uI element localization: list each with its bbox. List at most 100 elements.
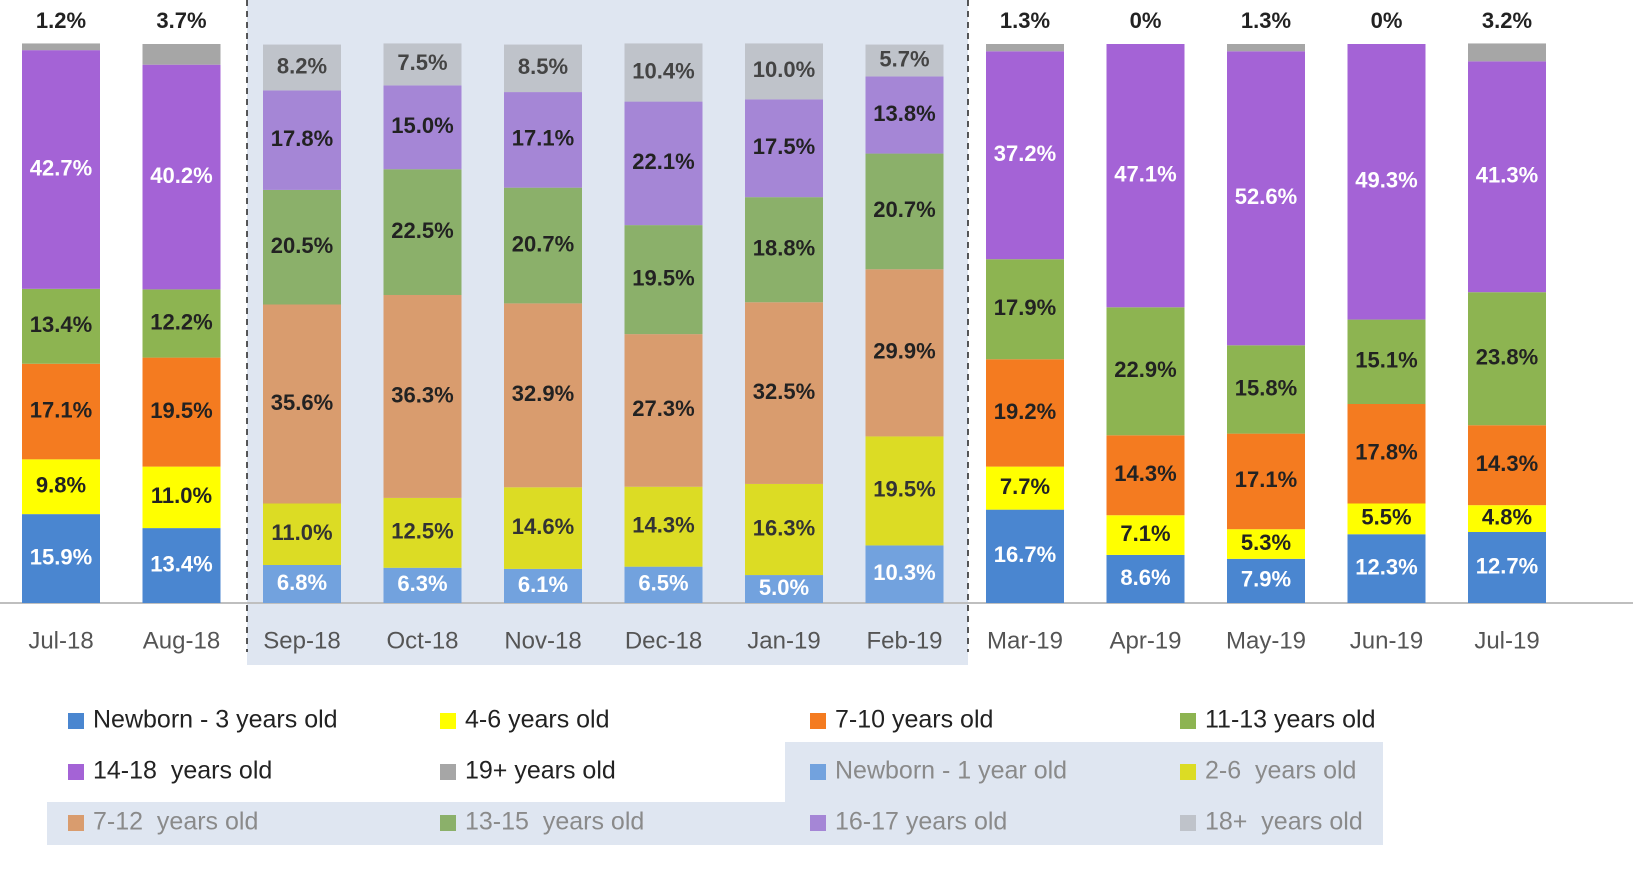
bar-segment bbox=[986, 51, 1064, 260]
bar-segment bbox=[142, 289, 221, 358]
legend-label: 13-15 years old bbox=[465, 808, 644, 836]
value-label: 9.8% bbox=[36, 473, 86, 498]
bar-segment bbox=[865, 545, 944, 603]
value-label: 17.8% bbox=[1355, 440, 1417, 465]
value-label: 4.8% bbox=[1482, 504, 1532, 529]
value-label: 37.2% bbox=[994, 141, 1056, 166]
bar-segment bbox=[1106, 554, 1185, 603]
legend-swatch bbox=[810, 764, 826, 780]
legend-label: 16-17 years old bbox=[835, 808, 1007, 836]
bar-segment bbox=[745, 575, 823, 603]
value-label: 41.3% bbox=[1476, 163, 1538, 188]
bar-segment bbox=[624, 334, 703, 487]
value-label: 5.0% bbox=[759, 575, 809, 600]
legend-label: 7-12 years old bbox=[93, 808, 258, 836]
bar-segment bbox=[745, 483, 823, 576]
x-tick-label: May-19 bbox=[1226, 627, 1306, 654]
value-label: 20.7% bbox=[512, 231, 574, 256]
bar-segment bbox=[1227, 51, 1305, 346]
bar-segment bbox=[1347, 403, 1426, 504]
bar-segment bbox=[1227, 558, 1305, 603]
value-label: 29.9% bbox=[873, 339, 935, 364]
bar-segment bbox=[1468, 292, 1546, 426]
bar-segment bbox=[624, 566, 703, 603]
legend-label: 4-6 years old bbox=[465, 706, 610, 734]
value-label: 18.8% bbox=[753, 236, 815, 261]
x-tick-label: Jun-19 bbox=[1350, 627, 1423, 654]
legend-swatch bbox=[1180, 764, 1196, 780]
value-label: 14.6% bbox=[512, 514, 574, 539]
bar-segment bbox=[624, 101, 703, 226]
bar-segment bbox=[22, 43, 100, 51]
bar-segment bbox=[142, 357, 221, 467]
value-label: 8.2% bbox=[277, 53, 327, 78]
value-label: 8.6% bbox=[1120, 565, 1170, 590]
value-label: 22.9% bbox=[1114, 357, 1176, 382]
value-label: 8.5% bbox=[518, 54, 568, 79]
value-label: 19.5% bbox=[632, 265, 694, 290]
bar-segment bbox=[865, 269, 944, 437]
bar-segment bbox=[1227, 433, 1305, 530]
value-label: 19.5% bbox=[150, 398, 212, 423]
legend-swatch bbox=[440, 815, 456, 831]
value-label: 15.1% bbox=[1355, 348, 1417, 373]
legend-label: 2-6 years old bbox=[1205, 757, 1356, 785]
legend-label: 19+ years old bbox=[465, 757, 616, 785]
value-label: 10.3% bbox=[873, 560, 935, 585]
bar-segment bbox=[1347, 319, 1426, 404]
value-label: 13.8% bbox=[873, 101, 935, 126]
bar-segment bbox=[1106, 307, 1185, 436]
x-tick-label: Jan-19 bbox=[747, 627, 820, 654]
value-label: 17.1% bbox=[1235, 467, 1297, 492]
bar-segment bbox=[1468, 532, 1546, 603]
bar-segment bbox=[504, 487, 582, 569]
bar-segment bbox=[142, 528, 221, 603]
value-label: 3.2% bbox=[1482, 8, 1532, 33]
bar-segment bbox=[1468, 61, 1546, 293]
value-label: 5.7% bbox=[879, 46, 929, 71]
legend-swatch bbox=[810, 713, 826, 729]
value-label: 16.3% bbox=[753, 515, 815, 540]
bar-segment bbox=[1347, 503, 1426, 535]
legend-label: 11-13 years old bbox=[1205, 706, 1375, 734]
x-tick-label: Feb-19 bbox=[866, 627, 942, 654]
value-label: 14.3% bbox=[1114, 461, 1176, 486]
bar-segment bbox=[142, 466, 221, 529]
bar-segment bbox=[1227, 529, 1305, 559]
x-tick-label: Apr-19 bbox=[1109, 627, 1181, 654]
value-label: 36.3% bbox=[391, 382, 453, 407]
x-tick-label: Nov-18 bbox=[504, 627, 581, 654]
value-label: 1.3% bbox=[1000, 8, 1050, 33]
bar-segment bbox=[22, 50, 100, 289]
legend-swatch bbox=[68, 713, 84, 729]
value-label: 49.3% bbox=[1355, 168, 1417, 193]
bar-segment bbox=[383, 43, 462, 86]
bar-segment bbox=[745, 302, 823, 484]
legend-swatch bbox=[1180, 713, 1196, 729]
value-label: 3.7% bbox=[156, 8, 206, 33]
value-label: 47.1% bbox=[1114, 161, 1176, 186]
value-label: 19.2% bbox=[994, 399, 1056, 424]
bar-segment bbox=[22, 288, 100, 364]
legend-highlight bbox=[785, 742, 1383, 802]
value-label: 42.7% bbox=[30, 155, 92, 180]
bar-segment bbox=[142, 64, 221, 290]
value-label: 13.4% bbox=[30, 312, 92, 337]
value-label: 15.9% bbox=[30, 544, 92, 569]
bar-segment bbox=[263, 564, 341, 603]
bar-segment bbox=[865, 44, 944, 77]
bar-segment bbox=[1468, 505, 1546, 533]
value-label: 11.0% bbox=[271, 520, 332, 545]
value-label: 35.6% bbox=[271, 390, 333, 415]
legend-swatch bbox=[68, 815, 84, 831]
x-tick-label: Sep-18 bbox=[263, 627, 340, 654]
bar-segment bbox=[263, 304, 341, 504]
bar-segment bbox=[142, 44, 221, 65]
value-label: 0% bbox=[1371, 8, 1403, 33]
bar-segment bbox=[22, 459, 100, 515]
bar-segment bbox=[1227, 345, 1305, 434]
bar-segment bbox=[986, 259, 1064, 360]
highlight-region bbox=[247, 0, 968, 665]
bar-segment bbox=[865, 436, 944, 546]
value-label: 19.5% bbox=[873, 477, 935, 502]
